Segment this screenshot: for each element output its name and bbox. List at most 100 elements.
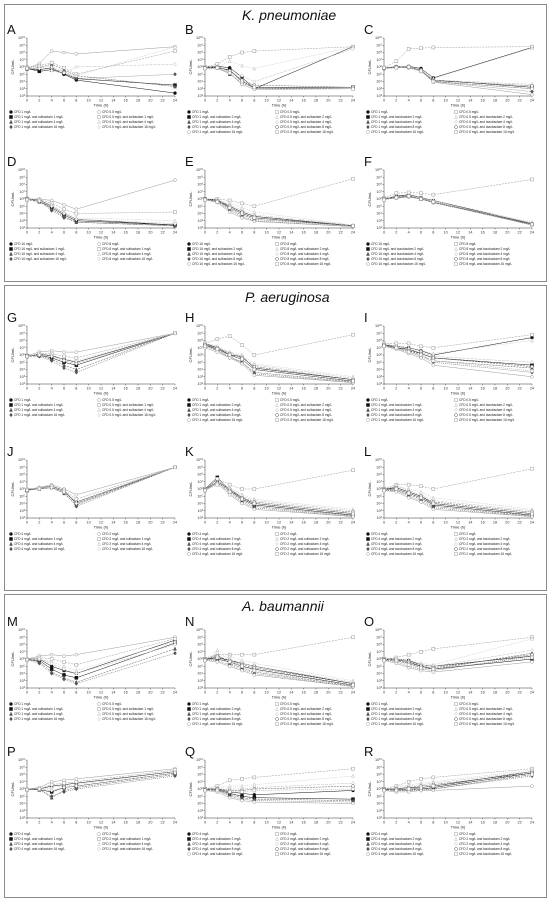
- legend-label: CFD 2 mg/L and sulbactam 4 mg/L: [102, 842, 152, 846]
- x-tick-label: 0: [204, 231, 206, 235]
- legend-label: CFD 2 mg/L and sulbactam 4 mg/L: [280, 842, 330, 846]
- y-tick-label: 10³: [198, 809, 204, 813]
- legend-label: CFD 4 mg/L: [192, 832, 209, 836]
- legend-marker: [9, 247, 13, 251]
- data-point: [62, 785, 66, 790]
- x-tick-label: 18: [493, 231, 497, 235]
- legend-entry: CFD 0.5 mg/L and sulbactam 2 mg/L: [275, 706, 332, 711]
- legend-marker: [187, 115, 191, 119]
- series-4: [25, 64, 177, 81]
- data-point: [252, 79, 257, 84]
- legend-entry: CFD 1 mg/L and sulbactam 1 mg/L: [9, 115, 64, 119]
- x-tick-label: 8: [75, 821, 77, 825]
- data-point: [431, 647, 436, 651]
- legend-label: CFD 2 mg/L: [459, 832, 476, 836]
- legend-label: CFD 0.5 mg/L and sulbactam 2 mg/L: [280, 707, 332, 711]
- y-axis-label: CFU/mL: [188, 481, 193, 497]
- data-point: [351, 784, 355, 788]
- legend-label: CFD 8 mg/L and tazobactam 8 mg/L: [459, 257, 510, 261]
- x-tick-label: 20: [326, 387, 330, 391]
- x-tick-label: 14: [111, 691, 115, 695]
- data-point: [25, 657, 29, 662]
- data-point: [419, 353, 423, 357]
- y-tick-label: 10⁸: [197, 473, 203, 477]
- legend-marker: [9, 711, 13, 716]
- legend-entry: CFD 2 mg/L and tazobactam 8 mg/L: [454, 547, 510, 551]
- x-tick-label: 2: [38, 821, 40, 825]
- x-tick-label: 8: [432, 231, 434, 235]
- data-point: [530, 784, 534, 788]
- x-tick-label: 10: [444, 821, 448, 825]
- data-point: [406, 341, 411, 346]
- y-tick-label: 10⁸: [19, 183, 25, 187]
- x-tick-label: 12: [99, 231, 103, 235]
- legend-label: CFD 1 mg/L and sulbactam 16 mg/L: [192, 418, 243, 422]
- x-tick-label: 10: [87, 521, 91, 525]
- legend-entry: CFD 1 mg/L and tazobactam 2 mg/L: [366, 115, 422, 119]
- legend-entry: CFD 0.5 mg/L: [97, 110, 122, 114]
- series-7: [25, 464, 177, 504]
- y-tick-label: 10¹⁰: [196, 168, 203, 172]
- x-axis-label: Time (h): [94, 235, 109, 240]
- data-point: [173, 61, 177, 67]
- y-tick-label: 10¹⁰: [18, 36, 25, 40]
- legend-entry: CFD 8 mg/L and sulbactam 8 mg/L: [275, 257, 330, 261]
- legend-entry: CFD 0.5 mg/L and tazobactam 2 mg/L: [454, 706, 513, 711]
- y-axis-label: CFU/mL: [188, 59, 193, 75]
- series-7: [382, 636, 534, 667]
- y-tick-label: 10⁶: [376, 787, 382, 791]
- x-axis-label: Time (h): [451, 391, 466, 396]
- legend-marker: [187, 247, 191, 251]
- legend-label: CFD 4 mg/L and sulbactam 1 mg/L: [14, 537, 64, 541]
- y-tick-label: 10²: [198, 226, 204, 230]
- legend-entry: CFD 2 mg/L: [275, 832, 297, 836]
- legend-entry: CFD 1 mg/L: [187, 110, 209, 114]
- legend-marker: [187, 242, 191, 246]
- legend-label: CFD 2 mg/L and tazobactam 4 mg/L: [459, 842, 510, 846]
- legend-marker: [97, 846, 101, 852]
- data-point: [240, 73, 244, 78]
- x-tick-label: 16: [124, 99, 128, 103]
- data-point: [530, 369, 534, 373]
- y-tick-label: 10⁹: [197, 765, 203, 769]
- y-tick-label: 10³: [377, 375, 383, 379]
- data-point: [25, 354, 29, 359]
- legend-marker: [97, 256, 101, 262]
- legend-marker: [275, 722, 279, 726]
- legend-entry: CFD 0.5 mg/L and tazobactam 4 mg/L: [454, 119, 513, 125]
- x-tick-label: 22: [161, 99, 165, 103]
- panel-letter: Q: [185, 744, 195, 759]
- x-tick-label: 20: [148, 691, 152, 695]
- data-point: [431, 788, 436, 793]
- y-tick-label: 10⁴: [197, 80, 203, 84]
- series-5: [25, 635, 177, 661]
- series-4: [382, 193, 534, 228]
- data-point: [173, 49, 177, 53]
- x-tick-label: 24: [351, 99, 355, 103]
- legend-entry: CFD 0.5 mg/L and tazobactam 8 mg/L: [454, 717, 513, 721]
- data-point: [419, 356, 423, 360]
- data-point: [530, 511, 534, 516]
- data-point: [252, 204, 257, 208]
- legend-marker: [454, 717, 458, 721]
- x-tick-label: 2: [216, 99, 218, 103]
- legend-label: CFD 2 mg/L and sulbactam 1 mg/L: [102, 837, 152, 841]
- y-tick-label: 10⁷: [19, 190, 25, 194]
- legend-label: CFD 2 mg/L and tazobactam 2 mg/L: [459, 537, 510, 541]
- y-tick-label: 10⁸: [197, 339, 203, 343]
- x-tick-label: 6: [420, 521, 422, 525]
- legend-label: CFD 8 mg/L: [102, 242, 119, 246]
- x-tick-label: 4: [229, 521, 231, 525]
- series-9: [203, 654, 355, 686]
- legend-entry: CFD 4 mg/L: [366, 532, 388, 536]
- y-tick-label: 10⁵: [19, 72, 25, 76]
- series-7: [203, 44, 355, 71]
- x-tick-label: 14: [468, 99, 472, 103]
- series-line: [383, 468, 533, 490]
- legend-marker: [187, 532, 191, 536]
- x-tick-label: 14: [468, 387, 472, 391]
